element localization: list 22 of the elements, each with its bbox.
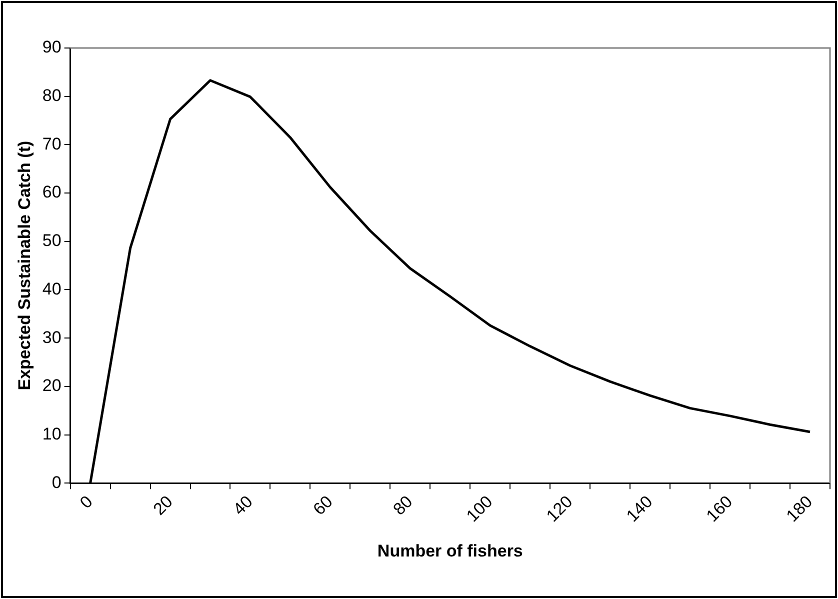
y-tick-label: 90 <box>42 38 62 57</box>
y-tick-label: 30 <box>42 328 62 347</box>
x-tick-label: 60 <box>310 492 336 519</box>
x-tick-label: 100 <box>462 492 496 526</box>
y-tick-label: 10 <box>42 424 62 444</box>
y-tick-label: 50 <box>42 231 62 250</box>
x-tick-label: 140 <box>622 492 656 526</box>
y-tick-label: 60 <box>42 182 62 202</box>
x-tick-label: 180 <box>782 492 816 526</box>
x-axis-title: Number of fishers <box>377 541 523 560</box>
y-axis-title: Expected Sustainable Catch (t) <box>14 140 34 390</box>
y-tick-label: 80 <box>42 86 62 106</box>
x-tick-label: 80 <box>390 492 416 519</box>
y-tick-label: 70 <box>42 134 62 154</box>
y-tick-label: 40 <box>42 279 62 298</box>
x-tick-label: 0 <box>76 492 96 512</box>
x-tick-label: 40 <box>230 492 256 519</box>
x-tick-label: 120 <box>542 492 576 526</box>
y-tick-label: 0 <box>52 472 62 492</box>
x-tick-label: 160 <box>702 492 736 526</box>
y-tick-label: 20 <box>42 376 62 396</box>
x-tick-label: 20 <box>150 492 176 519</box>
